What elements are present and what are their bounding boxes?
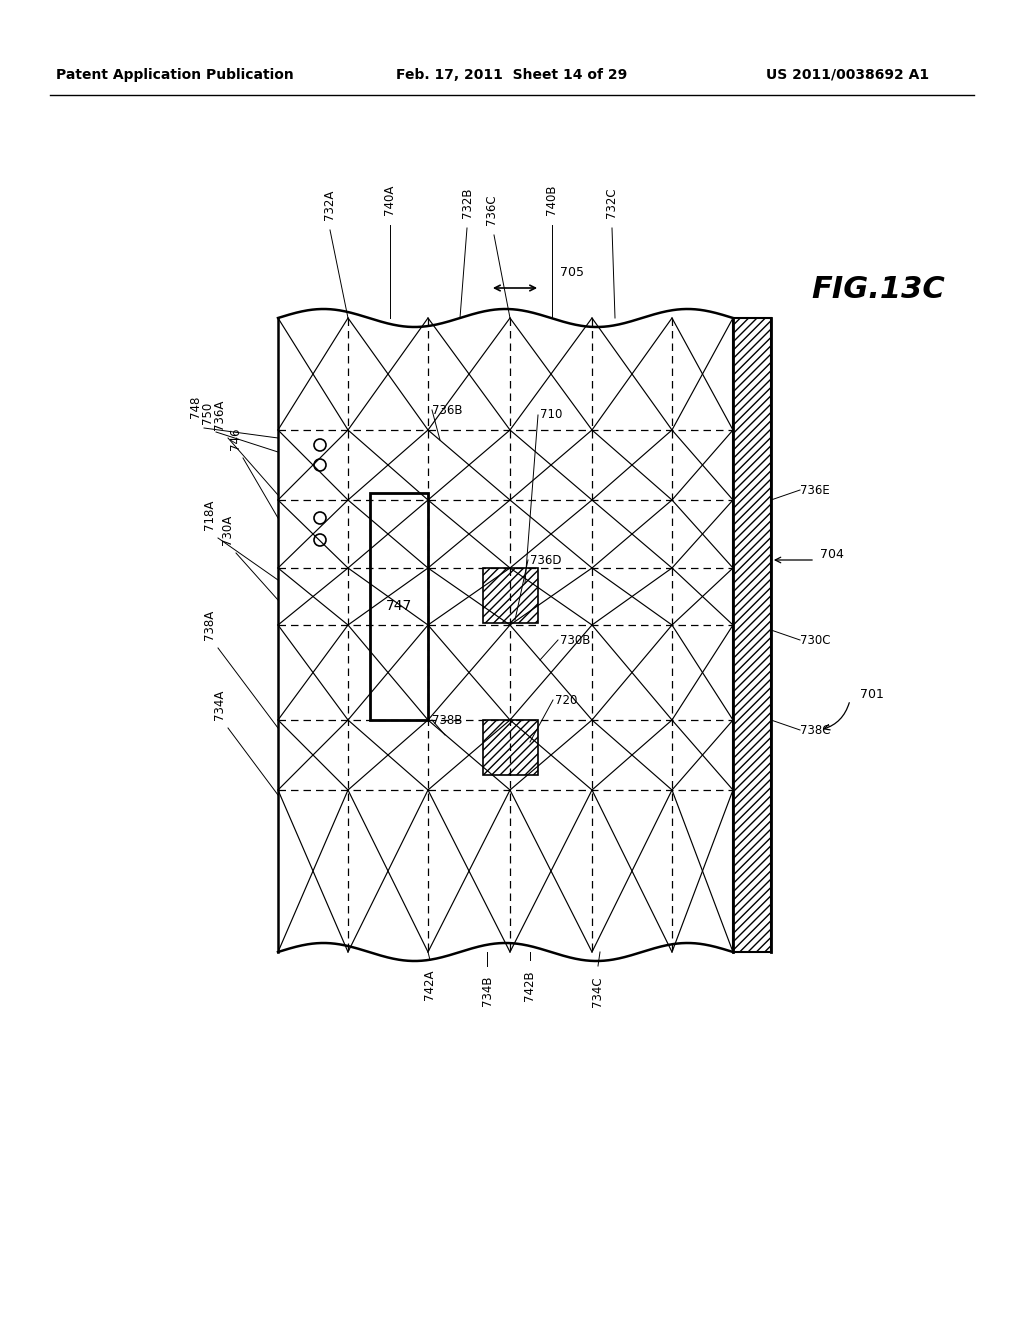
Text: 734A: 734A (213, 689, 226, 719)
Text: 738B: 738B (432, 714, 463, 726)
Text: 734B: 734B (480, 975, 494, 1006)
Text: 740A: 740A (384, 185, 396, 215)
Text: 732C: 732C (605, 187, 618, 218)
Text: 736C: 736C (485, 194, 499, 224)
Text: 734C: 734C (592, 975, 604, 1007)
Text: 738C: 738C (800, 723, 830, 737)
Text: 750: 750 (202, 401, 214, 424)
Text: 740B: 740B (546, 185, 558, 215)
Text: 748: 748 (188, 396, 202, 418)
Bar (733, 318, 771, 952)
Text: 736E: 736E (800, 483, 829, 496)
Text: US 2011/0038692 A1: US 2011/0038692 A1 (766, 69, 930, 82)
Bar (482, 719, 538, 775)
Text: 730A: 730A (221, 515, 234, 545)
Text: 746: 746 (228, 428, 242, 450)
Text: 736D: 736D (530, 553, 561, 566)
Text: 730B: 730B (560, 634, 591, 647)
Text: 742B: 742B (523, 970, 537, 1001)
Text: 704: 704 (820, 549, 844, 561)
Text: 730C: 730C (800, 634, 830, 647)
Bar (482, 568, 538, 623)
Text: 738A: 738A (204, 610, 216, 640)
Text: 720: 720 (555, 693, 578, 706)
Text: Patent Application Publication: Patent Application Publication (56, 69, 294, 82)
Text: 747: 747 (386, 599, 412, 614)
Text: FIG.13C: FIG.13C (811, 276, 945, 305)
Text: 736A: 736A (213, 400, 226, 430)
Text: 718A: 718A (204, 500, 216, 531)
Text: 705: 705 (560, 265, 584, 279)
Text: 742A: 742A (424, 970, 436, 1001)
Text: 736B: 736B (432, 404, 463, 417)
Bar (370, 492, 428, 719)
Text: 732A: 732A (324, 190, 337, 220)
Text: 710: 710 (540, 408, 562, 421)
Text: Feb. 17, 2011  Sheet 14 of 29: Feb. 17, 2011 Sheet 14 of 29 (396, 69, 628, 82)
Text: 701: 701 (860, 689, 884, 701)
Text: 732B: 732B (461, 187, 473, 218)
